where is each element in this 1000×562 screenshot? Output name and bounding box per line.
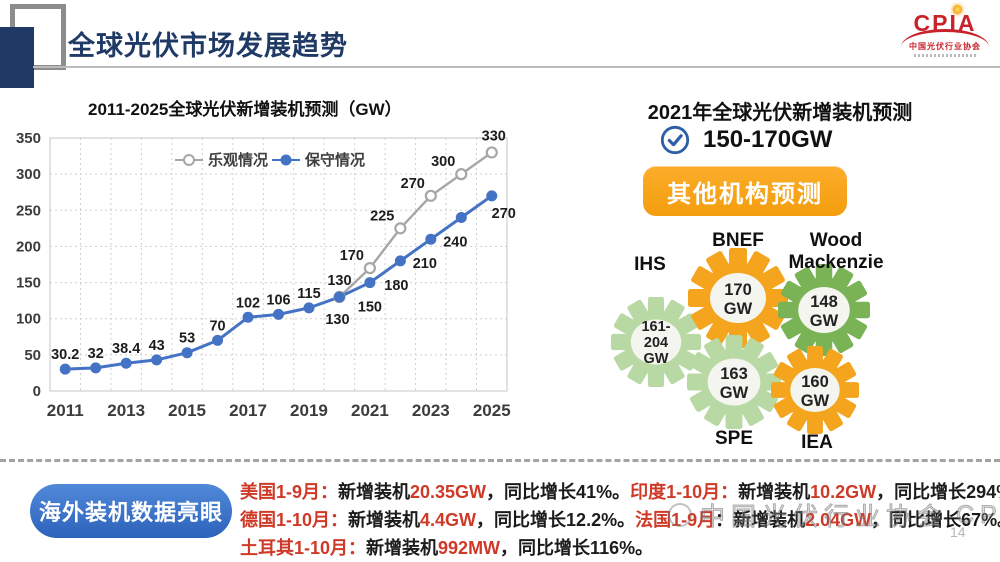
overseas-line-3: 土耳其1-10月：新增装机992MW，同比增长116%。 — [240, 538, 654, 558]
svg-text:2021: 2021 — [351, 401, 389, 420]
svg-text:IHS: IHS — [634, 254, 666, 275]
gear-icon: 170GW — [688, 248, 788, 348]
chart-title: 2011-2025全球光伏新增装机预测（GW） — [88, 100, 402, 119]
svg-text:150: 150 — [358, 300, 382, 316]
svg-text:270: 270 — [492, 206, 516, 222]
svg-text:2019: 2019 — [290, 401, 328, 420]
svg-text:250: 250 — [16, 202, 41, 219]
svg-text:270: 270 — [401, 176, 425, 192]
svg-text:180: 180 — [384, 278, 408, 294]
deco-square-navy — [0, 27, 34, 88]
svg-text:240: 240 — [443, 235, 467, 251]
svg-text:2017: 2017 — [229, 401, 267, 420]
logo-org-name: 中国光伏行业协会 — [909, 42, 981, 51]
svg-text:IEA: IEA — [801, 432, 833, 453]
svg-text:225: 225 — [370, 208, 394, 224]
svg-text:保守情况: 保守情况 — [304, 151, 365, 169]
svg-text:GW: GW — [724, 300, 753, 318]
svg-text:148: 148 — [810, 293, 838, 311]
svg-text:2013: 2013 — [107, 401, 145, 420]
svg-text:170: 170 — [340, 248, 364, 264]
svg-text:100: 100 — [16, 311, 41, 328]
svg-text:2015: 2015 — [168, 401, 206, 420]
forecast-panel-title: 2021年全球光伏新增装机预测 — [647, 102, 913, 124]
svg-text:Mackenzie: Mackenzie — [788, 252, 883, 273]
other-institutions-button[interactable]: 其他机构预测 — [643, 166, 847, 216]
svg-text:GW: GW — [810, 312, 839, 330]
svg-text:350: 350 — [16, 130, 41, 147]
svg-text:170: 170 — [724, 281, 752, 299]
svg-text:102: 102 — [236, 295, 260, 311]
svg-text:38.4: 38.4 — [112, 341, 140, 357]
svg-text:106: 106 — [266, 292, 290, 308]
svg-text:130: 130 — [327, 273, 351, 289]
overseas-data-pill: 海外装机数据亮眼 — [30, 484, 232, 538]
svg-text:2023: 2023 — [412, 401, 450, 420]
svg-text:2011: 2011 — [47, 401, 84, 420]
page-number: 14 — [950, 524, 966, 540]
svg-text:30.2: 30.2 — [51, 347, 79, 363]
forecast-range-value: 150-170GW — [703, 126, 833, 153]
svg-text:150: 150 — [16, 275, 41, 292]
svg-text:70: 70 — [209, 318, 225, 334]
header-divider — [33, 66, 1000, 68]
svg-text:32: 32 — [88, 346, 104, 362]
svg-text:330: 330 — [482, 128, 506, 144]
svg-text:300: 300 — [431, 154, 455, 170]
installation-forecast-chart: 0 50 100 150 200 250 300 350 2011 2013 2015 2017 201… — [10, 126, 522, 428]
svg-text:161-: 161- — [641, 319, 670, 335]
svg-text:50: 50 — [24, 347, 41, 364]
svg-text:SPE: SPE — [715, 428, 753, 449]
svg-text:乐观情况: 乐观情况 — [208, 151, 268, 169]
svg-text:0: 0 — [33, 383, 41, 400]
svg-text:204: 204 — [644, 335, 668, 351]
svg-text:200: 200 — [16, 238, 41, 255]
forecast-range-row: 150-170GW — [659, 124, 832, 156]
svg-text:160: 160 — [801, 373, 829, 391]
svg-text:115: 115 — [297, 286, 320, 302]
svg-text:130: 130 — [325, 312, 349, 328]
svg-text:BNEF: BNEF — [712, 230, 764, 251]
dashed-divider — [0, 459, 1000, 462]
svg-text:GW: GW — [720, 384, 749, 402]
svg-text:163: 163 — [720, 365, 748, 383]
cpia-logo: CPIA 中国光伏行业协会 — [893, 4, 997, 57]
overseas-data-text: 美国1-9月：新增装机20.35GW，同比增长41%。印度1-10月：新增装机1… — [240, 478, 1000, 562]
logo-acronym: CPIA — [913, 10, 977, 36]
sun-icon — [953, 5, 962, 14]
svg-text:Wood: Wood — [810, 230, 862, 251]
logo-en-tagline — [914, 54, 976, 57]
check-circle-icon — [660, 125, 690, 155]
svg-text:GW: GW — [644, 351, 669, 367]
svg-text:53: 53 — [179, 331, 195, 347]
svg-text:300: 300 — [16, 166, 41, 183]
page-title: 全球光伏市场发展趋势 — [68, 31, 348, 61]
overseas-line-1: 美国1-9月：新增装机20.35GW，同比增长41%。印度1-10月：新增装机1… — [240, 482, 1000, 502]
overseas-line-2: 德国1-10月：新增装机4.4GW，同比增长12.2%。法国1-9月：新增装机2… — [240, 510, 1000, 530]
svg-text:2025: 2025 — [473, 401, 511, 420]
logo-arc — [901, 29, 989, 47]
institution-forecast-gears: 161- 204 GW 170 GW 148 GW 163 GW 160 GW IHS BNEF Wood… — [596, 220, 1000, 472]
svg-text:210: 210 — [413, 256, 437, 272]
svg-text:GW: GW — [801, 392, 830, 410]
svg-text:43: 43 — [149, 338, 165, 354]
